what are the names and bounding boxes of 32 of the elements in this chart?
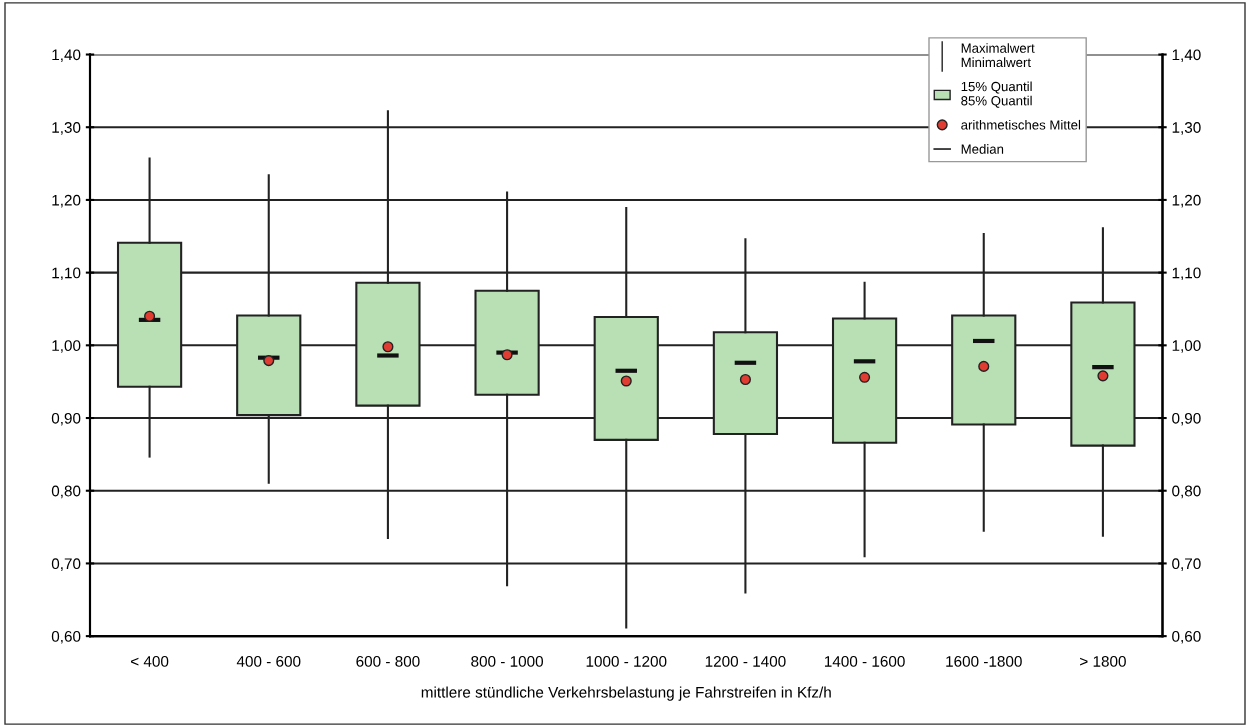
y2-tick-label: 1,10 (1172, 267, 1201, 281)
y-tick-label: 0,80 (51, 485, 81, 499)
y-tick-label: 0,70 (51, 558, 81, 571)
y2-tick-label: 0,90 (1172, 412, 1201, 426)
y2-tick-label: 0,70 (1172, 558, 1201, 571)
x-axis-title: mittlere stündliche Verkehrsbelastung je Fahrstreifen in Kfz/h (421, 686, 831, 701)
y-tick-label: 1,00 (52, 340, 81, 353)
x-tick-label: 400 - 600 (236, 655, 301, 667)
annotation: 15% Quantil 85% Quantil (961, 81, 1032, 108)
y-tick-label: 1,20 (52, 194, 81, 208)
annotation: Median (961, 144, 1004, 154)
x-tick-label: 1200 - 1400 (705, 655, 786, 667)
x-tick-label: 800 - 1000 (471, 655, 544, 667)
x-tick-label: < 400 (131, 655, 169, 667)
y-tick-label: 0,90 (51, 412, 81, 426)
x-tick-label: 1000 - 1200 (586, 655, 667, 667)
y-tick-label: 1,10 (52, 267, 81, 281)
annotation: arithmetisches Mittel (961, 119, 1081, 130)
y2-tick-label: 1,00 (1172, 340, 1201, 353)
x-tick-label: 1400 - 1600 (824, 655, 905, 667)
y-tick-label: 0,60 (51, 630, 81, 644)
y2-tick-label: 0,80 (1172, 485, 1201, 499)
x-tick-label: > 1800 (1080, 655, 1126, 667)
y2-tick-label: 1,20 (1172, 194, 1201, 208)
x-tick-label: 600 - 800 (356, 655, 420, 667)
y2-tick-label: 0,60 (1172, 630, 1201, 644)
y-tick-label: 1,30 (52, 122, 81, 135)
y2-tick-label: 1,40 (1172, 49, 1201, 63)
annotation: Maximalwert Minimalwert (961, 43, 1035, 68)
y2-tick-label: 1,30 (1172, 122, 1201, 135)
x-tick-label: 1600 -1800 (946, 655, 1022, 667)
y-tick-label: 1,40 (52, 49, 81, 63)
